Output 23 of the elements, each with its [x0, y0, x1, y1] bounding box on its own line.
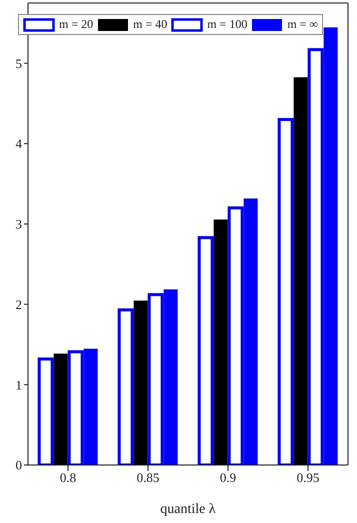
y-tick-label: 1 — [16, 377, 22, 392]
y-tick-label: 3 — [16, 216, 22, 232]
y-tick-label: 4 — [16, 136, 22, 152]
legend-label: m = ∞ — [287, 17, 318, 32]
x-tick-label: 0.85 — [136, 470, 160, 486]
x-tick-label: 0.95 — [296, 470, 320, 486]
y-tick-label: 2 — [16, 296, 22, 312]
bar — [54, 354, 68, 465]
bar — [198, 236, 214, 465]
bar — [38, 357, 54, 465]
x-tick-label: 0.9 — [220, 470, 236, 486]
x-tick-label: 0.8 — [60, 470, 76, 486]
x-axis-title: quantile λ — [160, 502, 216, 517]
bar — [278, 118, 294, 465]
legend-label: m = 20 — [59, 17, 94, 32]
y-tick-label: 5 — [16, 56, 22, 71]
legend-label: m = 40 — [133, 17, 168, 32]
y-tick-label: 0 — [16, 458, 22, 473]
bar — [214, 219, 228, 465]
bar — [134, 300, 148, 465]
bar — [294, 77, 308, 465]
legend-label: m = 100 — [207, 17, 248, 32]
bar — [118, 308, 134, 465]
